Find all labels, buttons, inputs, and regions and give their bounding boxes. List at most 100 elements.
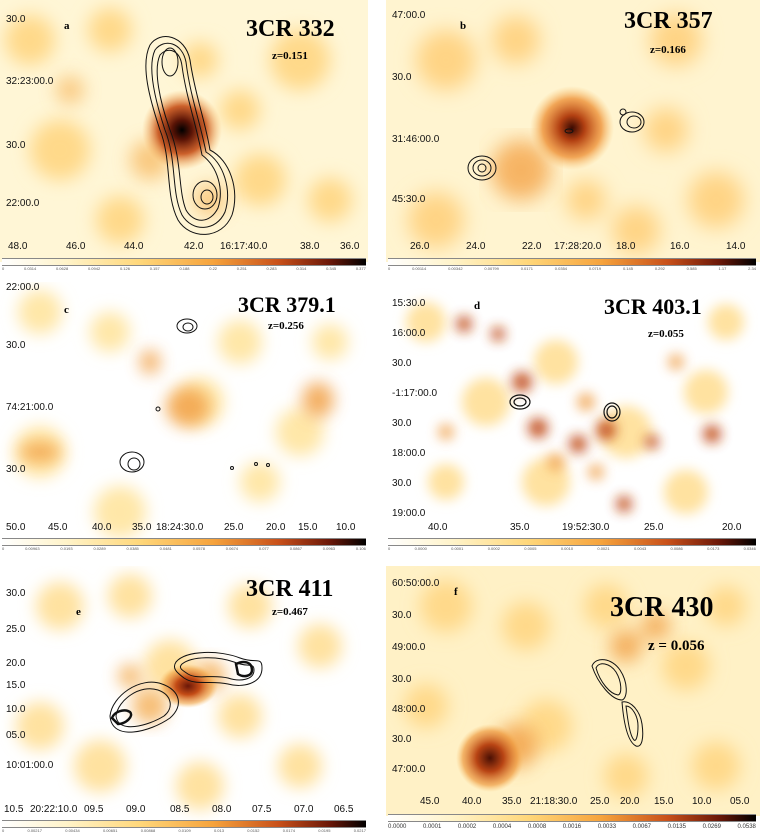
x-tick: 09.0 [126,804,146,815]
colorbar-tick: 0.0171 [520,266,533,271]
y-tick: 16:00.0 [392,328,426,339]
y-tick: 19:00.0 [392,508,426,519]
colorbar-tick: 0.0963 [322,546,336,551]
radio-contours-c [119,318,270,473]
x-tick: 18:24:30.0 [156,522,204,533]
panel-d: d 3CR 403.1 z=0.055 15:30.0 16:00.0 30.0… [386,282,760,554]
x-tick: 21:18:30.0 [530,796,578,807]
y-tick: 30.0 [392,358,412,369]
colorbar-tick: 0.0000 [388,824,407,830]
x-tick: 25.0 [224,522,244,533]
y-tick: 30.0 [392,72,412,83]
redshift-label: z=0.256 [268,320,304,332]
colorbar [2,820,366,828]
xray-map-c [0,282,368,542]
x-tick: 17:28:20.0 [554,241,602,252]
x-tick: 40.0 [92,522,112,533]
colorbar-tick: 0.00868 [140,828,156,833]
colorbar-tick: 0.00342 [448,266,463,271]
colorbar-tick: 0.0942 [87,266,101,271]
colorbar-tick: 0.0001 [451,546,464,551]
xray-core-f [456,724,524,792]
y-tick: 10.0 [6,704,26,715]
colorbar-tick: 0 [388,266,391,271]
y-tick: 15.0 [6,680,26,691]
redshift-label: z=0.151 [272,50,308,62]
radio-contours-e [109,651,263,733]
colorbar-tick: 0.0578 [192,546,205,551]
xray-core-e [158,664,218,708]
colorbar-tick: 0.0346 [743,546,756,551]
y-tick: 22:00.0 [6,282,40,293]
colorbar-tick: 0.0538 [737,824,756,830]
colorbar-tick: 2.34 [748,266,756,271]
panel-label: c [64,304,69,316]
x-tick: 06.5 [334,804,354,815]
y-tick: 30.0 [6,588,26,599]
colorbar-tick: 0.0269 [702,824,721,830]
colorbar [2,258,366,266]
colorbar-labels: 0.0000 0.0001 0.0002 0.0004 0.0008 0.0016 0.00… [388,824,756,830]
colorbar-tick: 0.0152 [247,828,260,833]
y-tick: 20.0 [6,658,26,669]
x-tick: 15.0 [298,522,318,533]
x-tick: 42.0 [184,241,204,252]
y-tick: 60:50:00.0 [392,578,440,589]
x-tick: 25.0 [644,522,664,533]
x-tick: 35.0 [502,796,522,807]
x-tick: 19:52:30.0 [562,522,610,533]
source-name: 3CR 430 [610,592,714,623]
y-tick: 49:00.0 [392,642,426,653]
colorbar-tick: 0.00799 [484,266,499,271]
x-tick: 10.0 [692,796,712,807]
colorbar-labels: 0 0.00217 0.00434 0.00651 0.00868 0.0109 0.013… [2,828,366,833]
panel-label: a [64,20,70,32]
y-tick: 31:46:00.0 [392,134,440,145]
colorbar-tick: 0.292 [654,266,665,271]
colorbar-tick: 0.0086 [670,546,683,551]
colorbar-tick: 0.0000 [414,546,427,551]
x-tick: 26.0 [410,241,430,252]
x-tick: 10.0 [336,522,356,533]
source-name: 3CR 403.1 [604,294,702,319]
y-tick: 25.0 [6,624,26,635]
x-tick: 20.0 [722,522,742,533]
x-tick: 10.5 [4,804,24,815]
colorbar-tick: 0 [2,266,5,271]
colorbar-tick: 0.0354 [554,266,568,271]
colorbar-tick: 0.077 [258,546,269,551]
colorbar-tick: 0.283 [266,266,277,271]
x-tick: 46.0 [66,241,86,252]
colorbar-tick: 0.013 [213,828,224,833]
panel-b: b 3CR 357 z=0.166 47:00.0 30.0 31:46:00.… [386,0,760,272]
x-tick: 35.0 [510,522,530,533]
source-name: 3CR 357 [624,8,713,34]
source-name: 3CR 379.1 [238,292,336,317]
redshift-label: z = 0.056 [648,638,705,654]
colorbar-tick: 0.22 [209,266,218,271]
x-tick: 45.0 [420,796,440,807]
xray-core-a [142,90,222,170]
colorbar-tick: 0.0628 [55,266,69,271]
x-tick: 40.0 [428,522,448,533]
x-tick: 45.0 [48,522,68,533]
source-name: 3CR 411 [246,576,334,602]
colorbar-tick: 0 [2,828,5,833]
redshift-label: z=0.166 [650,44,686,56]
y-tick: 30.0 [6,340,26,351]
colorbar-tick: 0.145 [622,266,633,271]
x-tick: 15.0 [654,796,674,807]
x-tick: 09.5 [84,804,104,815]
x-tick: 14.0 [726,241,746,252]
xray-map-a [0,0,368,262]
x-tick: 20.0 [266,522,286,533]
xray-core-b [530,86,614,170]
y-tick: 30.0 [392,418,412,429]
xray-map-e [0,566,368,824]
colorbar-tick: 0.0314 [23,266,37,271]
colorbar-tick: 0.0385 [126,546,139,551]
colorbar-tick: 0.0002 [487,546,500,551]
x-tick: 18.0 [616,241,636,252]
x-tick: 20.0 [620,796,640,807]
colorbar-labels: 0 0.00114 0.00342 0.00799 0.0171 0.0354 0.0719… [388,266,756,271]
